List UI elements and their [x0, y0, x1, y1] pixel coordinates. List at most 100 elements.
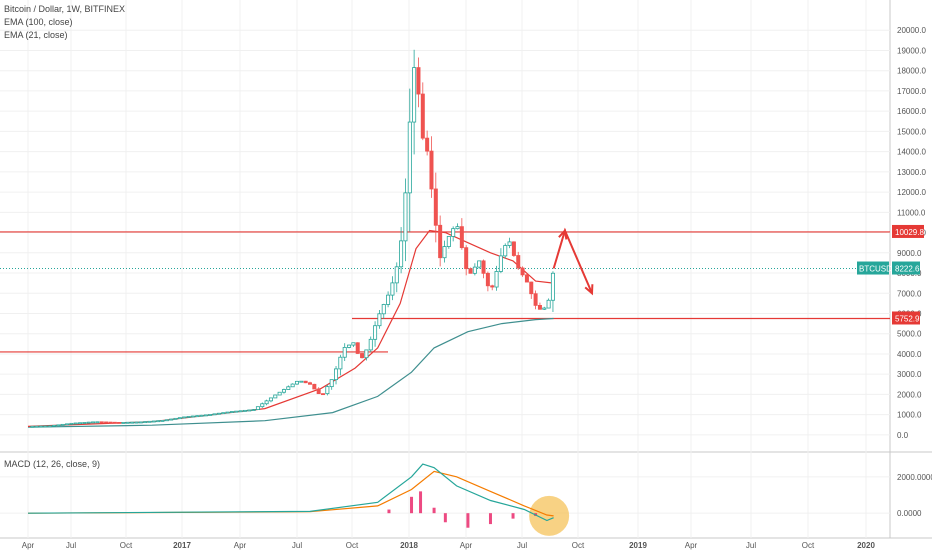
candle-body [455, 226, 460, 230]
candle-body [117, 422, 122, 424]
candle-body [177, 417, 182, 420]
macd-legend: MACD (12, 26, close, 9) [4, 459, 101, 469]
candle-body [399, 240, 404, 268]
x-tick-label: Jul [746, 541, 756, 550]
candle-body [316, 388, 321, 395]
y-tick-label: 13000.0 [897, 168, 926, 177]
candle-body [429, 150, 434, 190]
y-tick-label: 4000.0 [897, 350, 922, 359]
candle-body [481, 260, 486, 274]
support-tag-text: 5752.9 [895, 314, 920, 323]
candle-body [412, 67, 417, 123]
candle-body [407, 121, 412, 194]
candle-body [156, 420, 161, 423]
candle-body [286, 386, 291, 390]
candle-body [208, 414, 213, 416]
candle-body [364, 349, 369, 359]
candle-body [537, 304, 542, 310]
candle-body [173, 417, 178, 420]
candle-body [325, 386, 330, 395]
y-tick-label: 2000.0 [897, 390, 922, 399]
x-tick-label: Jul [66, 541, 76, 550]
candle-body [377, 313, 382, 327]
resistance-tag-bg [892, 224, 924, 238]
macd-tick-label: 0.0000 [897, 509, 922, 518]
candle-body [472, 266, 477, 274]
candle-body [251, 409, 256, 411]
candle-body [442, 246, 447, 259]
candle-body [43, 425, 48, 428]
candle-body [147, 420, 152, 423]
candle-body [138, 421, 143, 424]
candle-body [477, 260, 482, 268]
candle-body [264, 400, 269, 405]
y-tick-label: 1000.0 [897, 411, 922, 420]
x-tick-label: Apr [460, 541, 473, 550]
x-tick-label: Apr [685, 541, 698, 550]
axes: 20000.0 19000.0 18000.0 17000.0 16000.0 15000… [22, 26, 932, 550]
y-tick-label: 14000.0 [897, 148, 926, 157]
candle-body [99, 421, 104, 424]
candle-body [403, 192, 408, 242]
candle-body [52, 424, 57, 427]
candle-body [542, 307, 547, 310]
candle-body [238, 410, 243, 413]
candle-body [234, 410, 239, 413]
y-tick-label: 11000.0 [897, 208, 926, 217]
resistance-tag-text: 10029.8 [895, 228, 924, 237]
candle-body [195, 415, 200, 418]
candle-body [338, 356, 343, 370]
chart-title: Bitcoin / Dollar, 1W, BITFINEX [4, 4, 126, 14]
candle-body [108, 421, 113, 424]
macd-tick-label: 2000.0000 [897, 473, 932, 482]
current-price-tag-text: 8222.6 [895, 265, 920, 274]
y-tick-label: 18000.0 [897, 67, 926, 76]
candle-body [216, 412, 221, 415]
candle-body [451, 228, 456, 237]
candle-body [82, 422, 87, 424]
candle-body [182, 416, 187, 419]
candle-body [386, 294, 391, 305]
x-tick-label: Apr [22, 541, 35, 550]
x-tick-label: Apr [234, 541, 247, 550]
ema100-legend: EMA (100, close) [4, 17, 73, 27]
highlight-circle [529, 495, 570, 536]
candle-body [438, 224, 443, 259]
candle-body [394, 266, 399, 284]
candle-body [329, 379, 334, 388]
candle-body [247, 409, 252, 412]
candle-body [143, 421, 148, 424]
candle-body [221, 412, 226, 415]
candle-body [355, 342, 360, 354]
x-tick-label: Oct [346, 541, 359, 550]
y-tick-label: 3000.0 [897, 370, 922, 379]
candle-body [529, 281, 534, 295]
candle-body [490, 285, 495, 288]
y-tick-label: 20000.0 [897, 26, 926, 35]
candle-body [294, 380, 299, 385]
candle-body [425, 137, 430, 152]
candle-body [86, 421, 91, 424]
support-tag-bg [892, 311, 920, 325]
candle-body [485, 272, 490, 287]
candle-body [511, 241, 516, 256]
y-tick-label: 15000.0 [897, 127, 926, 136]
current-price-tag-bg [892, 261, 920, 275]
candle-body [503, 245, 508, 257]
ema100-line [27, 317, 554, 428]
candle-body [299, 380, 304, 383]
x-tick-label: Oct [572, 541, 585, 550]
candle-body [312, 383, 317, 390]
y-tick-label: 12000.0 [897, 188, 926, 197]
candle-body [134, 421, 139, 424]
projection-down-arrowhead [584, 284, 594, 296]
candle-body [550, 272, 555, 301]
candle-body [321, 393, 326, 396]
candle-body [334, 368, 339, 381]
macd-main-line [27, 463, 554, 522]
candle-body [277, 391, 282, 396]
candle-body [104, 421, 109, 424]
candle-body [95, 421, 100, 424]
candle-body [69, 422, 74, 425]
